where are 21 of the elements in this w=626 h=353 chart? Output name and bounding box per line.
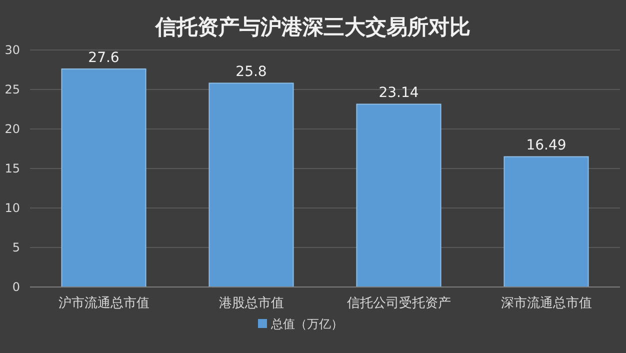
x-tick-label: 沪市流通总市值 — [58, 295, 150, 311]
y-tick-label: 25 — [4, 82, 20, 96]
bar — [208, 82, 294, 288]
bar — [61, 68, 146, 288]
data-label: 25.8 — [236, 64, 267, 80]
bar — [504, 156, 589, 288]
x-tick-label: 信托公司受托资产 — [346, 296, 451, 311]
x-tick-label: 深市流通总市值 — [500, 295, 592, 311]
x-tick-label: 港股总市值 — [218, 296, 284, 311]
y-tick-label: 15 — [4, 162, 20, 176]
y-tick-label: 10 — [4, 201, 20, 215]
data-label: 23.14 — [378, 85, 419, 102]
y-tick-label: 5 — [12, 240, 20, 254]
y-tick-label: 0 — [12, 280, 20, 294]
legend-label: 总值（万亿） — [270, 317, 343, 331]
chart-title: 信托资产与沪港深三大交易所对比 — [154, 15, 470, 39]
y-tick-label: 30 — [4, 43, 20, 57]
y-tick-label: 20 — [4, 122, 20, 136]
data-label: 27.6 — [88, 50, 120, 66]
data-label: 16.49 — [526, 138, 566, 154]
bar — [356, 104, 442, 288]
